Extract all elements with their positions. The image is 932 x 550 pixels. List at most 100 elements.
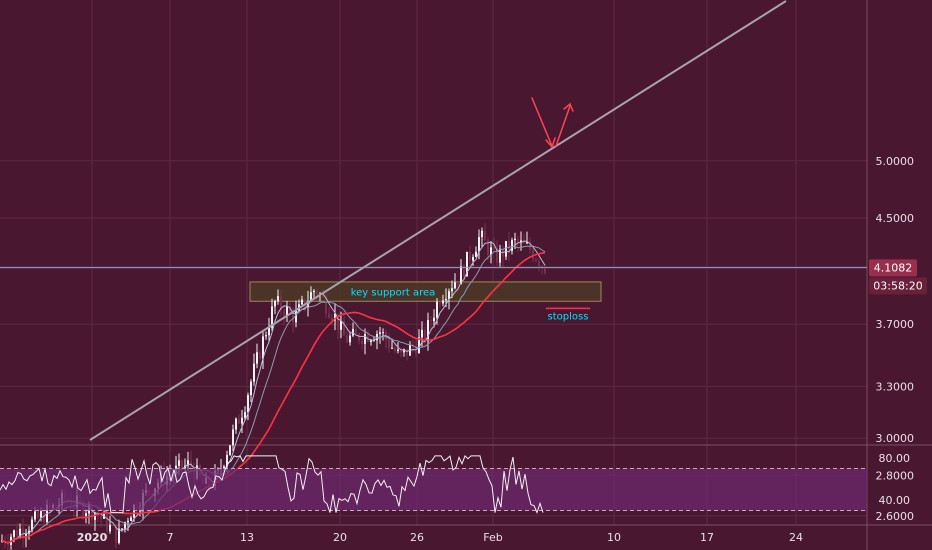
candle-body [229,445,231,456]
candle-body [523,240,525,243]
x-label-7: 7 [167,531,174,544]
candle-body [130,517,132,521]
ma-slow-line [1,252,546,544]
candle-body [7,543,9,545]
x-label-26: 26 [410,531,424,544]
candle-body [265,335,267,337]
candle-body [535,259,537,262]
candle-body [226,455,228,467]
candle-body [31,519,33,531]
candle-body [379,332,381,334]
price-tick-label: 3.0000 [876,432,915,445]
candle-body [28,530,30,534]
candle-body [94,512,96,520]
candle-body [346,335,348,343]
candle-body [268,327,270,336]
candle-body [181,460,183,470]
x-label-17: 17 [700,531,714,544]
candle-body [178,460,180,466]
candle-body [514,238,516,241]
candle-body [247,395,249,413]
candle-body [340,320,342,330]
stoploss-label: stoploss [548,311,589,322]
candle-body [490,247,492,255]
x-label-10: 10 [607,531,621,544]
rsi-band-fill [0,468,867,511]
up-arrow [555,102,574,147]
candle-body [262,336,264,359]
rsi-scale[interactable]: 80.00 40.00 [879,452,911,507]
candle-body [109,525,111,532]
candle-body [112,525,114,527]
candle-body [367,334,369,343]
candle-body [280,296,282,311]
candle-body [34,511,36,520]
candle-body [358,333,360,341]
candle-body [544,266,546,274]
projection-arrows[interactable] [531,97,574,149]
price-tick-label: 2.6000 [876,510,915,523]
candle-body [478,237,480,252]
candle-body [250,381,252,396]
candle-body [475,251,477,257]
price-tick-label: 2.8000 [876,470,915,483]
candle-body [13,530,15,537]
candle-body [223,466,225,469]
candle-body [232,429,234,446]
candle-body [439,301,441,304]
candle-body [517,238,519,243]
current-price-tag [869,259,917,277]
ma-fast-line [1,240,546,544]
candle-body [484,230,486,241]
candle-body [292,311,294,323]
candle-body [355,328,357,334]
candle-body [16,530,18,537]
candle-body [187,460,189,466]
candle-body [295,310,297,323]
candle-body [277,296,279,302]
candle-body [115,525,117,543]
candle-body [241,417,243,424]
time-scale[interactable]: 2020 7 13 20 26 Feb 10 17 24 [77,531,803,544]
candle-body [331,317,333,321]
candle-body [124,522,126,529]
candle-body [316,290,318,296]
candle-body [466,251,468,277]
candle-body [388,339,390,348]
candle-body [259,352,261,359]
candle-body [532,249,534,260]
support-zone-label: key support area [351,288,436,299]
candle-body [283,310,285,317]
candle-body [457,282,459,285]
price-tick-label: 5.0000 [876,155,915,168]
candle-body [541,266,543,268]
candle-body [421,329,423,338]
candle-body [373,340,375,342]
candle-body [310,292,312,302]
rsi-tick-label: 80.00 [879,452,911,465]
trendline[interactable] [89,0,787,441]
candle-body [427,320,429,342]
support-zone-box[interactable] [249,281,602,302]
candle-body [121,528,123,530]
candle-body [364,334,366,344]
candle-body [190,460,192,467]
candle-body [451,288,453,292]
candle-body [127,520,129,523]
candle-body [433,317,435,322]
candle-body [334,313,336,321]
candle-body [496,247,498,263]
candle-body [328,313,330,318]
candle-body [238,418,240,424]
candle-body [274,301,276,307]
candle-body [499,248,501,263]
candle-body [271,306,273,328]
x-label-feb: Feb [483,531,502,544]
candle-body [526,242,528,244]
price-tick-label: 3.3000 [876,380,915,393]
candle-body [505,241,507,257]
candle-body [40,511,42,518]
candle-body [481,230,483,238]
candle-body [361,340,363,344]
